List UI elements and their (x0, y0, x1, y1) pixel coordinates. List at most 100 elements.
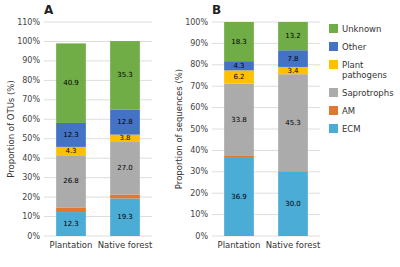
data-label: 18.3 (231, 38, 247, 46)
y-tick-label: 50% (190, 125, 208, 134)
legend-swatch (329, 124, 338, 133)
data-labels: 12.3 19.3 26.8 27.0 4.3 3.8 12.3 12.8 40.9 35.3 (63, 71, 133, 228)
bar-segment (56, 155, 86, 207)
legend-label: Plantpathogens (342, 60, 388, 80)
data-label: 3.8 (119, 134, 130, 142)
bar-segment (110, 142, 140, 195)
chart-canvas: 0% 10% 20% 30% 40% 50% 60% 70% 80% 90% 100% 110% 12.… (0, 0, 400, 267)
bar-segment (278, 74, 308, 171)
bar-segment (110, 198, 140, 236)
y-tick-label: 40% (22, 154, 40, 163)
chart-panel: 0%10%20%30%40%50%60%70%80%90%100%110%12.… (6, 3, 153, 250)
bar-segment (224, 70, 254, 83)
bar-segment (110, 135, 140, 142)
grid-line (44, 22, 152, 23)
y-tick-label: 60% (22, 115, 40, 124)
y-tick-label: 100% (185, 18, 208, 27)
bar-segment (278, 172, 308, 236)
bar-segment (56, 123, 86, 147)
data-label: 19.3 (117, 213, 133, 221)
legend-swatch (329, 24, 338, 33)
data-label: 12.3 (63, 131, 79, 139)
y-tick-label: 30% (190, 167, 208, 176)
y-tick-label: 40% (190, 146, 208, 155)
bar-segment (56, 212, 86, 236)
legend-label: Saprotrophs (342, 88, 394, 98)
data-label: 35.3 (117, 71, 133, 79)
chart-title: A (44, 3, 54, 17)
bar-segment (278, 22, 308, 50)
legend-swatch (329, 88, 338, 97)
bar-segment (56, 43, 86, 123)
chart-title: B (212, 3, 221, 17)
bar-segment (278, 50, 308, 67)
bar-segment (56, 147, 86, 155)
data-label: 33.8 (231, 116, 247, 124)
y-tick-label: 20% (22, 193, 40, 202)
data-label: 36.9 (231, 193, 247, 201)
data-label: 13.2 (285, 32, 301, 40)
x-tick-label: Native forest (98, 240, 153, 250)
data-label: 7.8 (287, 55, 298, 63)
chart-panel: 0% 10% 20% 30% 40% 50% 60% 70% 80% 90% 100% 36.9 30.… (174, 3, 394, 250)
x-tick-label: Native forest (266, 240, 321, 250)
bar-segment (224, 157, 254, 236)
legend-swatch (329, 42, 338, 51)
legend-label: ECM (342, 124, 361, 134)
legend: Unknown Other Plantpathogens Saprotrophs AM E… (329, 24, 394, 134)
y-tick-label: 100% (17, 37, 40, 46)
y-tick-label: 90% (190, 39, 208, 48)
data-label: 12.8 (117, 118, 133, 126)
data-label: 45.3 (285, 119, 301, 127)
bar-segment (224, 156, 254, 157)
y-tick-label: 110% (17, 18, 40, 27)
legend-label-line: pathogens (342, 70, 388, 80)
data-label: 6.2 (233, 73, 244, 81)
legend-label-line: Saprotrophs (342, 88, 394, 98)
legend-label-line: Plant (342, 60, 364, 70)
bar-segment (56, 207, 86, 212)
bars (56, 41, 140, 236)
legend-label-line: ECM (342, 124, 361, 134)
bar-segment (224, 22, 254, 61)
x-tick-label: Plantation (218, 240, 261, 250)
data-label: 30.0 (285, 200, 301, 208)
bar-segment (110, 195, 140, 199)
legend-label-line: AM (342, 106, 355, 116)
y-tick-label: 20% (190, 189, 208, 198)
y-tick-label: 10% (190, 210, 208, 219)
y-tick-label: 0% (27, 232, 40, 241)
y-tick-label: 60% (190, 103, 208, 112)
legend-swatch (329, 60, 338, 69)
data-labels: 36.9 30.0 33.8 45.3 6.2 3.4 4.3 7.8 18.3 13.2 (231, 32, 301, 208)
y-tick-label: 70% (22, 95, 40, 104)
legend-label-line: Other (342, 42, 367, 52)
bar-segment (224, 61, 254, 70)
y-tick-label: 50% (22, 134, 40, 143)
data-label: 4.3 (65, 147, 76, 155)
legend-label-line: Unknown (342, 24, 381, 34)
data-label: 27.0 (117, 164, 133, 172)
bars (224, 22, 308, 236)
data-label: 40.9 (63, 79, 79, 87)
legend-swatch (329, 106, 338, 115)
y-tick-label: 10% (22, 212, 40, 221)
y-tick-label: 0% (195, 232, 208, 241)
bar-segment (278, 67, 308, 74)
legend-label: Other (342, 42, 367, 52)
y-tick-label: 70% (190, 82, 208, 91)
legend-label: Unknown (342, 24, 381, 34)
bar-segment (110, 41, 140, 110)
x-tick-label: Plantation (50, 240, 93, 250)
bar-segment (110, 110, 140, 135)
data-label: 12.3 (63, 220, 79, 228)
y-axis-label: Proportion of OTUs (%) (6, 80, 16, 177)
y-tick-label: 80% (22, 76, 40, 85)
y-tick-label: 90% (22, 56, 40, 65)
legend-label: AM (342, 106, 355, 116)
y-axis-label: Proportion of sequences (%) (174, 69, 184, 189)
data-label: 26.8 (63, 177, 79, 185)
data-label: 3.4 (287, 67, 299, 75)
y-tick-label: 80% (190, 60, 208, 69)
data-label: 4.3 (233, 62, 244, 70)
